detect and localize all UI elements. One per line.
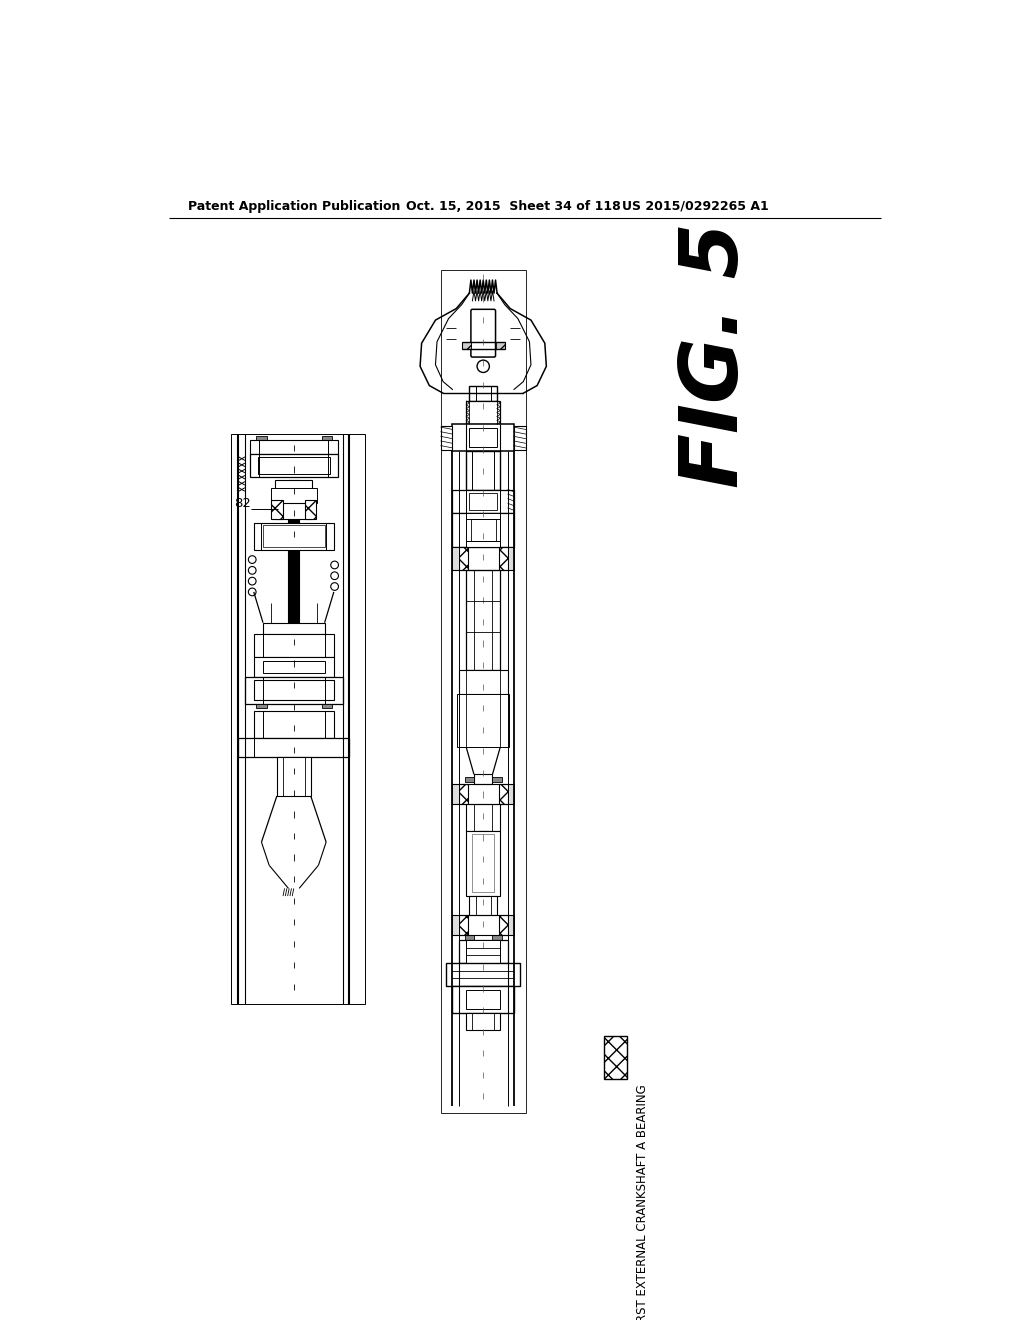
- Text: FIG. 5: FIG. 5: [677, 222, 755, 487]
- Bar: [604, 1036, 628, 1078]
- Bar: [254, 681, 334, 700]
- Bar: [499, 548, 508, 570]
- FancyBboxPatch shape: [471, 309, 496, 358]
- Bar: [472, 834, 494, 892]
- Bar: [493, 936, 502, 940]
- Bar: [459, 548, 468, 570]
- Bar: [466, 940, 500, 964]
- Bar: [466, 830, 500, 896]
- Bar: [446, 964, 520, 986]
- Bar: [270, 488, 316, 503]
- Bar: [254, 635, 334, 657]
- Bar: [245, 677, 343, 704]
- Bar: [322, 704, 333, 708]
- Bar: [469, 492, 497, 510]
- Bar: [271, 499, 283, 519]
- Text: Oct. 15, 2015  Sheet 34 of 118: Oct. 15, 2015 Sheet 34 of 118: [407, 199, 621, 213]
- Bar: [466, 990, 500, 1010]
- Bar: [469, 896, 497, 915]
- Bar: [465, 936, 474, 940]
- Bar: [466, 512, 500, 548]
- Bar: [474, 775, 493, 784]
- Text: 82: 82: [234, 498, 251, 511]
- Bar: [263, 661, 325, 673]
- Bar: [466, 451, 500, 490]
- Bar: [459, 940, 508, 964]
- Bar: [254, 711, 334, 738]
- Bar: [453, 986, 514, 1014]
- Bar: [508, 915, 514, 936]
- Bar: [466, 401, 500, 424]
- Bar: [263, 623, 325, 635]
- Bar: [441, 271, 525, 1113]
- Bar: [239, 738, 349, 758]
- Bar: [508, 784, 514, 804]
- Bar: [256, 704, 267, 708]
- Bar: [230, 434, 366, 1003]
- Bar: [453, 424, 514, 451]
- Bar: [493, 777, 502, 781]
- Bar: [459, 671, 508, 693]
- Bar: [499, 784, 508, 804]
- Bar: [250, 441, 338, 454]
- Bar: [469, 385, 497, 401]
- Bar: [304, 499, 316, 519]
- Bar: [496, 342, 505, 350]
- Bar: [322, 436, 333, 441]
- Bar: [465, 777, 474, 781]
- Bar: [256, 436, 267, 441]
- Bar: [478, 830, 487, 896]
- Text: Patent Application Publication: Patent Application Publication: [188, 199, 400, 213]
- Bar: [459, 915, 468, 936]
- Bar: [459, 784, 468, 804]
- Bar: [453, 784, 459, 804]
- Bar: [508, 548, 514, 570]
- Bar: [471, 519, 496, 541]
- Bar: [499, 915, 508, 936]
- Bar: [254, 657, 334, 677]
- Text: US 2015/0292265 A1: US 2015/0292265 A1: [622, 199, 769, 213]
- Bar: [258, 457, 330, 474]
- Bar: [475, 313, 490, 359]
- Bar: [250, 454, 338, 478]
- Bar: [469, 428, 497, 447]
- Bar: [453, 915, 459, 936]
- Bar: [254, 523, 334, 549]
- Bar: [289, 480, 299, 642]
- Bar: [466, 1014, 500, 1030]
- Text: FIRST EXTERNAL CRANKSHAFT A BEARING: FIRST EXTERNAL CRANKSHAFT A BEARING: [636, 1085, 649, 1320]
- Bar: [453, 548, 459, 570]
- Bar: [462, 342, 471, 350]
- Bar: [457, 693, 509, 747]
- Bar: [441, 425, 453, 450]
- Bar: [453, 512, 514, 548]
- Bar: [275, 503, 312, 519]
- Bar: [453, 490, 514, 512]
- Bar: [466, 570, 500, 671]
- Bar: [275, 480, 312, 503]
- Bar: [263, 525, 325, 548]
- Bar: [514, 425, 525, 450]
- Bar: [276, 758, 310, 796]
- Bar: [466, 804, 500, 830]
